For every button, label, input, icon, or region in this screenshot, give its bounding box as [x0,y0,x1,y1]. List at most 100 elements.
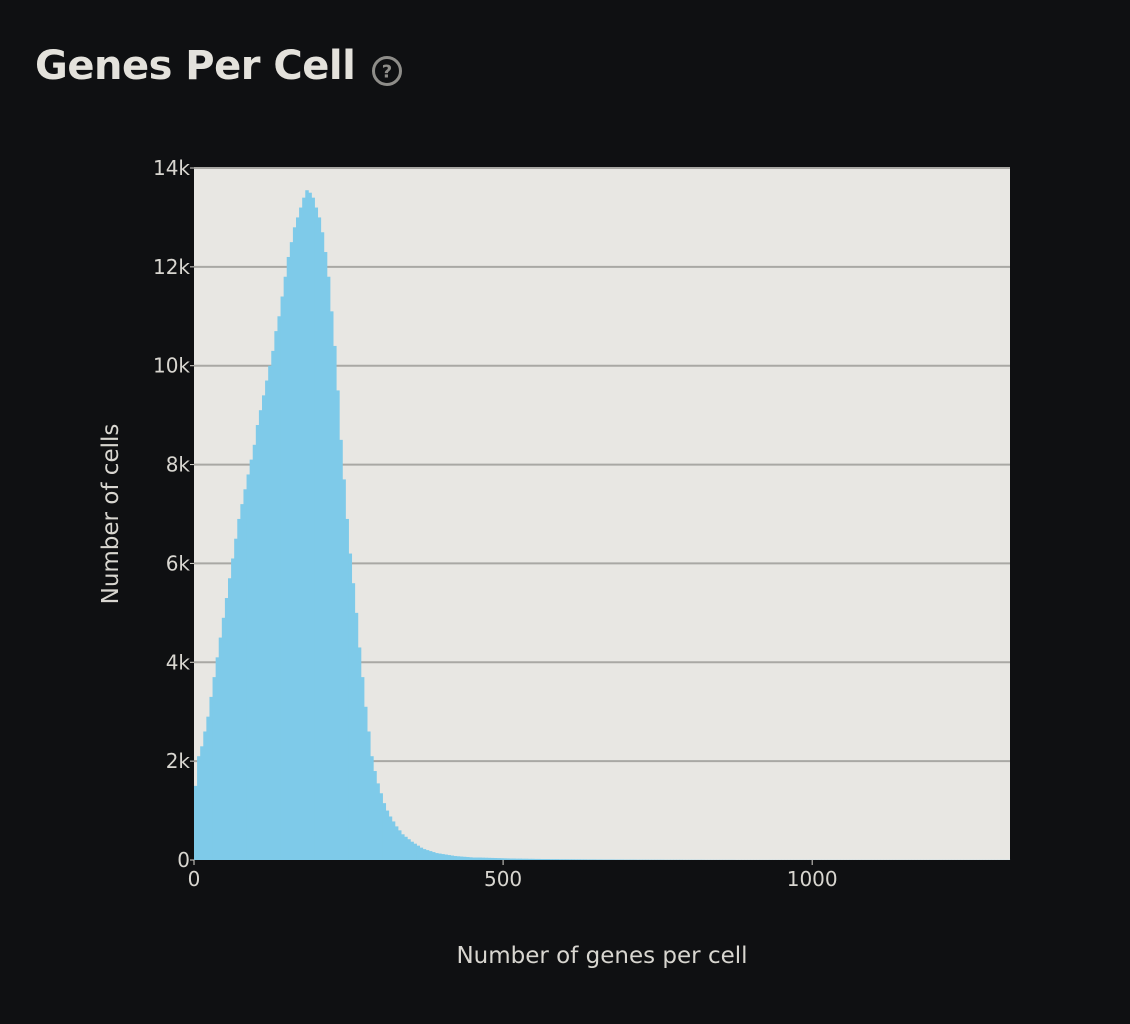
histogram-bar [314,207,319,861]
x-axis-label: Number of genes per cell [456,943,747,969]
histogram-bar [558,859,563,860]
histogram-bar [404,836,408,860]
histogram-bar [555,859,560,860]
histogram-bar [598,859,603,860]
svg-text:?: ? [382,62,392,83]
histogram-bar [203,731,207,860]
histogram-bar [435,853,439,860]
histogram-bar [577,859,581,860]
histogram-bar [475,857,479,860]
histogram-bar [401,834,405,860]
histogram-bar [472,857,476,860]
histogram-bar [500,858,504,860]
histogram-bar [407,839,411,860]
histogram-bar [206,716,210,860]
histogram-bar [240,504,244,860]
histogram-bar [305,190,309,860]
histogram-bar [299,207,303,861]
histogram-bar [339,439,343,860]
histogram-bar [574,859,578,860]
histogram-bar [274,331,278,861]
histogram-bar [345,518,349,860]
histogram-bar [262,395,266,860]
y-tick-label: 14k [153,156,190,180]
histogram-bar [296,217,300,860]
histogram-bar [583,859,587,860]
histogram-bar [398,830,402,860]
histogram-bar [231,558,235,860]
y-tick-label: 10k [153,354,190,378]
histogram-bar [410,841,414,860]
histogram-bar [441,854,445,860]
histogram-bar [530,858,535,860]
y-tick-label: 4k [166,650,191,674]
histogram-bar [218,637,223,860]
histogram-bar [413,843,417,860]
histogram-bar [258,410,263,860]
histogram-bar [320,232,325,860]
histogram-bar [286,256,291,860]
histogram-bar [549,859,553,860]
x-tick-label: 0 [188,867,201,891]
histogram-bar [265,380,269,860]
histogram-bar [527,858,532,860]
histogram-bar [388,816,393,860]
y-tick-label: 0 [177,848,190,872]
histogram-bar [212,677,217,860]
histogram-bar [447,855,451,860]
histogram-bar [503,858,507,860]
histogram-bar [224,598,229,860]
histogram-bar [589,859,594,860]
histogram-bar [252,444,257,860]
histogram-bar [364,706,368,860]
histogram-bar [466,857,470,860]
histogram-bar [255,425,260,860]
chart-header: Genes Per Cell ? [35,38,403,94]
histogram-bar [385,810,390,860]
histogram-bar [209,696,213,860]
histogram-bar [348,553,353,860]
histogram-bar [568,859,572,860]
histogram-bar [534,858,538,860]
histogram-bar [277,316,281,860]
histogram-bar [459,856,464,860]
histogram-bar [561,859,566,860]
histogram-bar [478,857,482,860]
histogram-bar [323,252,328,860]
histogram-bar [336,390,340,860]
histogram-bar [428,851,433,860]
histogram-bar [444,854,448,860]
page-title: Genes Per Cell [35,43,356,89]
histogram-bar [376,783,380,860]
histogram-bar [496,858,501,860]
histogram-bar [373,771,377,860]
histogram-bar [246,474,251,860]
x-axis-ticks: 0 500 1000 [188,860,838,891]
histogram-bar [370,756,374,860]
histogram-bar [515,858,519,860]
histogram-bar [493,858,498,860]
histogram-bar [512,858,516,860]
histogram-bar [382,803,387,860]
histogram-bar [292,227,297,861]
y-tick-label: 8k [166,453,191,477]
histogram-bar [487,857,492,860]
histogram-bar [416,845,421,860]
histogram-bar [367,731,371,860]
histogram-bar [484,857,489,860]
histogram-bar [215,657,220,860]
histogram-bar [379,793,383,860]
histogram-bar [228,578,232,860]
histogram-bar [540,859,544,860]
help-circle-icon[interactable]: ? [371,55,403,87]
histogram-bar [450,855,455,860]
x-tick-label: 1000 [787,867,838,891]
histogram-bar [595,859,600,860]
histogram-bar [422,849,427,860]
histogram-bar [564,859,569,860]
histogram-bar [419,847,424,860]
histogram-bar [580,859,584,860]
histogram-bar [571,859,575,860]
histogram-bar [330,311,334,860]
